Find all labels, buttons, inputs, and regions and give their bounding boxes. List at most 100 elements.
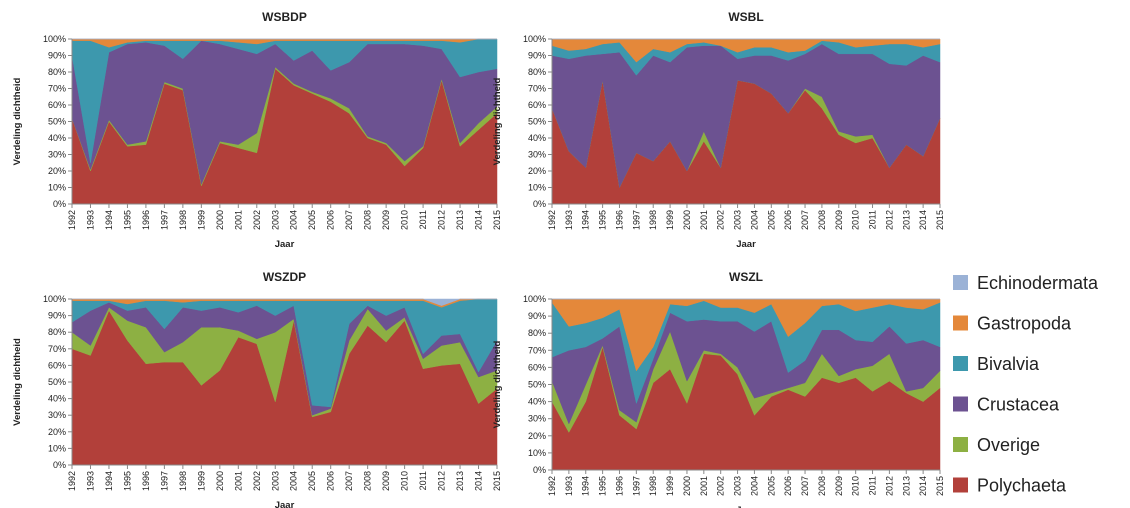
x-tick-label: 2011	[868, 476, 878, 495]
y-tick-label: 30%	[528, 150, 546, 160]
x-tick-label: 1995	[122, 471, 132, 491]
x-tick-label: 2012	[884, 476, 894, 496]
legend-label: Bivalvia	[977, 354, 1040, 374]
x-axis-label: Jaar	[275, 500, 295, 508]
y-axis-label: Verdeling dichtheid	[492, 340, 503, 428]
x-tick-label: 1992	[547, 476, 557, 496]
x-tick-label: 2007	[800, 210, 810, 230]
x-tick-label: 2013	[901, 476, 911, 496]
x-tick-label: 2011	[418, 210, 428, 229]
y-tick-label: 80%	[48, 67, 66, 77]
x-tick-label: 2010	[400, 471, 410, 491]
x-tick-label: 2014	[918, 210, 928, 230]
y-tick-label: 70%	[48, 344, 66, 354]
x-tick-label: 2008	[363, 210, 373, 230]
x-tick-label: 1992	[67, 471, 77, 491]
y-tick-label: 10%	[528, 448, 546, 458]
x-tick-label: 1992	[67, 210, 77, 230]
x-tick-label: 2004	[289, 210, 299, 230]
chart-title: WSZL	[729, 270, 763, 284]
x-tick-label: 2003	[733, 210, 743, 230]
legend-label: Overige	[977, 435, 1040, 455]
x-tick-label: 2009	[381, 210, 391, 230]
legend-swatch	[953, 477, 968, 493]
y-tick-label: 50%	[528, 380, 546, 390]
x-tick-label: 1993	[85, 210, 95, 230]
x-tick-label: 2014	[474, 471, 484, 491]
x-tick-label: 2012	[437, 210, 447, 230]
y-tick-label: 100%	[523, 34, 546, 44]
y-tick-label: 10%	[48, 183, 66, 193]
x-tick-label: 2009	[834, 210, 844, 230]
y-tick-label: 40%	[528, 397, 546, 407]
x-tick-label: 2006	[326, 210, 336, 230]
x-axis-label: Jaar	[736, 505, 756, 508]
x-tick-label: 1999	[196, 210, 206, 230]
y-tick-label: 90%	[528, 51, 546, 61]
x-tick-label: 2001	[233, 471, 243, 491]
y-tick-label: 60%	[48, 360, 66, 370]
y-tick-label: 20%	[528, 431, 546, 441]
legend-swatch	[953, 437, 968, 452]
y-tick-label: 20%	[48, 166, 66, 176]
y-tick-label: 100%	[523, 294, 546, 304]
chart-title: WSBL	[728, 10, 763, 24]
x-tick-label: 1999	[665, 476, 675, 496]
y-tick-label: 50%	[48, 117, 66, 127]
x-tick-label: 2005	[766, 210, 776, 230]
x-tick-label: 2013	[455, 471, 465, 491]
x-axis-label: Jaar	[736, 239, 756, 250]
x-tick-label: 2014	[918, 476, 928, 496]
x-tick-label: 2001	[699, 476, 709, 496]
chart-title: WSZDP	[263, 270, 306, 284]
legend-label: Polychaeta	[977, 476, 1067, 496]
x-tick-label: 1996	[614, 210, 624, 230]
x-axis-label: Jaar	[275, 239, 295, 250]
x-tick-label: 2015	[492, 471, 502, 491]
x-tick-label: 2000	[215, 471, 225, 491]
y-tick-label: 80%	[48, 327, 66, 337]
x-tick-label: 2011	[418, 471, 428, 490]
y-tick-label: 60%	[48, 100, 66, 110]
x-tick-label: 2001	[233, 210, 243, 230]
x-tick-label: 2002	[716, 210, 726, 230]
y-axis-label: Verdeling dichtheid	[12, 338, 23, 426]
legend-label: Gastropoda	[977, 314, 1072, 334]
legend-swatch	[953, 356, 968, 371]
chart-panel: 0% 10% 20% 30% 40% 50% 60% 70% 80% 90% 100% 1992 199…	[12, 270, 502, 508]
x-tick-label: 1999	[665, 210, 675, 230]
x-tick-label: 2010	[851, 210, 861, 230]
y-axis-label: Verdeling dichtheid	[492, 77, 503, 165]
x-tick-label: 2010	[400, 210, 410, 230]
x-tick-label: 1998	[178, 210, 188, 230]
y-tick-label: 30%	[48, 410, 66, 420]
x-tick-label: 2014	[474, 210, 484, 230]
y-tick-label: 80%	[528, 328, 546, 338]
x-tick-label: 1995	[598, 476, 608, 496]
x-tick-label: 2006	[326, 471, 336, 491]
y-tick-label: 70%	[528, 84, 546, 94]
x-tick-label: 2005	[766, 476, 776, 496]
legend: Polychaeta Overige Crustacea Bivalvia Gastro…	[953, 273, 1099, 496]
x-tick-label: 2012	[437, 471, 447, 491]
x-tick-label: 2004	[749, 210, 759, 230]
chart-panel: 0% 10% 20% 30% 40% 50% 60% 70% 80% 90% 100% 1992 199…	[492, 10, 945, 250]
legend-swatch	[953, 275, 968, 290]
chart-panel: 0% 10% 20% 30% 40% 50% 60% 70% 80% 90% 100% 1992 199…	[492, 270, 945, 508]
x-tick-label: 2002	[252, 210, 262, 230]
y-tick-label: 0%	[533, 199, 546, 209]
chart-title: WSBDP	[262, 10, 307, 24]
x-tick-label: 1998	[178, 471, 188, 491]
x-tick-label: 1994	[581, 476, 591, 496]
x-tick-label: 2003	[270, 471, 280, 491]
x-tick-label: 1993	[85, 471, 95, 491]
x-tick-label: 2011	[868, 210, 878, 229]
x-tick-label: 2007	[344, 210, 354, 230]
x-tick-label: 2010	[851, 476, 861, 496]
area-echinodermata	[72, 298, 497, 306]
x-tick-label: 2005	[307, 471, 317, 491]
y-tick-label: 70%	[528, 345, 546, 355]
chart-panel: 0% 10% 20% 30% 40% 50% 60% 70% 80% 90% 100% 1992 199…	[12, 10, 502, 250]
y-tick-label: 30%	[528, 414, 546, 424]
